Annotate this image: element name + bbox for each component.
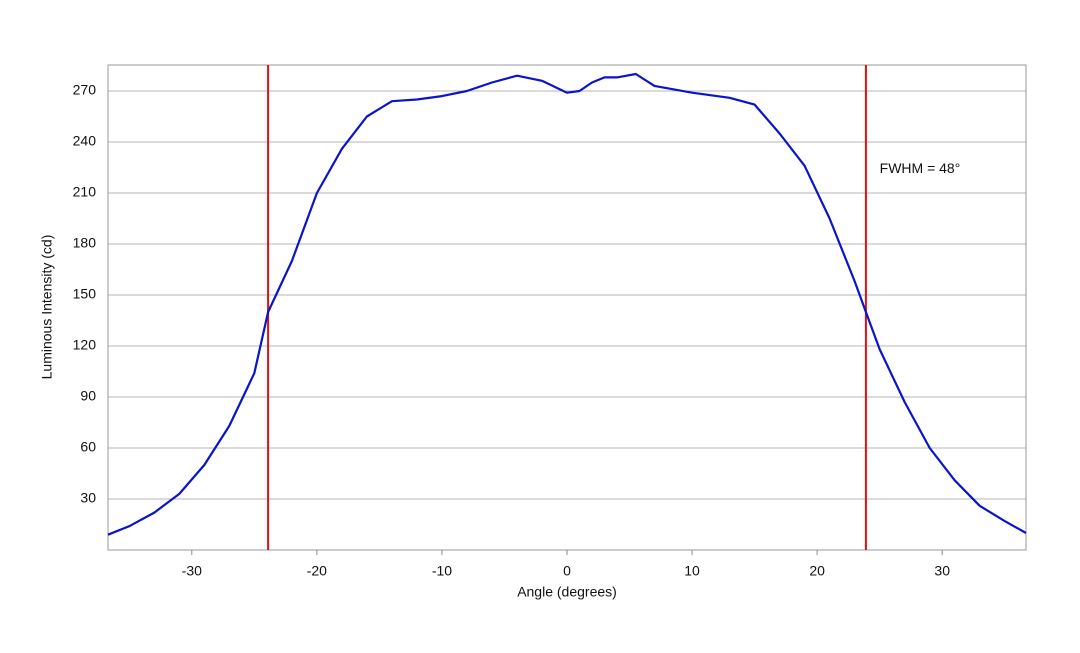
x-tick-label: 0 bbox=[563, 563, 571, 579]
x-tick-label: -10 bbox=[432, 563, 452, 579]
y-axis-label: Luminous Intensity (cd) bbox=[39, 235, 55, 380]
x-tick-label: -20 bbox=[307, 563, 327, 579]
y-tick-label: 180 bbox=[73, 235, 97, 251]
y-tick-label: 270 bbox=[73, 82, 97, 98]
data-line bbox=[107, 72, 1027, 536]
y-tick-label: 30 bbox=[80, 490, 96, 506]
y-tick-label: 60 bbox=[80, 439, 96, 455]
x-tick-label: 20 bbox=[809, 563, 825, 579]
x-tick-label: 10 bbox=[684, 563, 700, 579]
x-axis-label: Angle (degrees) bbox=[517, 584, 617, 600]
y-tick-label: 210 bbox=[73, 184, 97, 200]
y-tick-label: 120 bbox=[73, 337, 97, 353]
plot-border bbox=[107, 64, 1027, 551]
y-tick-label: 90 bbox=[80, 388, 96, 404]
y-tick-label: 150 bbox=[73, 286, 97, 302]
annotation: FWHM = 48° bbox=[880, 160, 961, 176]
x-tick-label: 30 bbox=[934, 563, 950, 579]
x-tick-label: -30 bbox=[182, 563, 202, 579]
y-tick-label: 240 bbox=[73, 133, 97, 149]
